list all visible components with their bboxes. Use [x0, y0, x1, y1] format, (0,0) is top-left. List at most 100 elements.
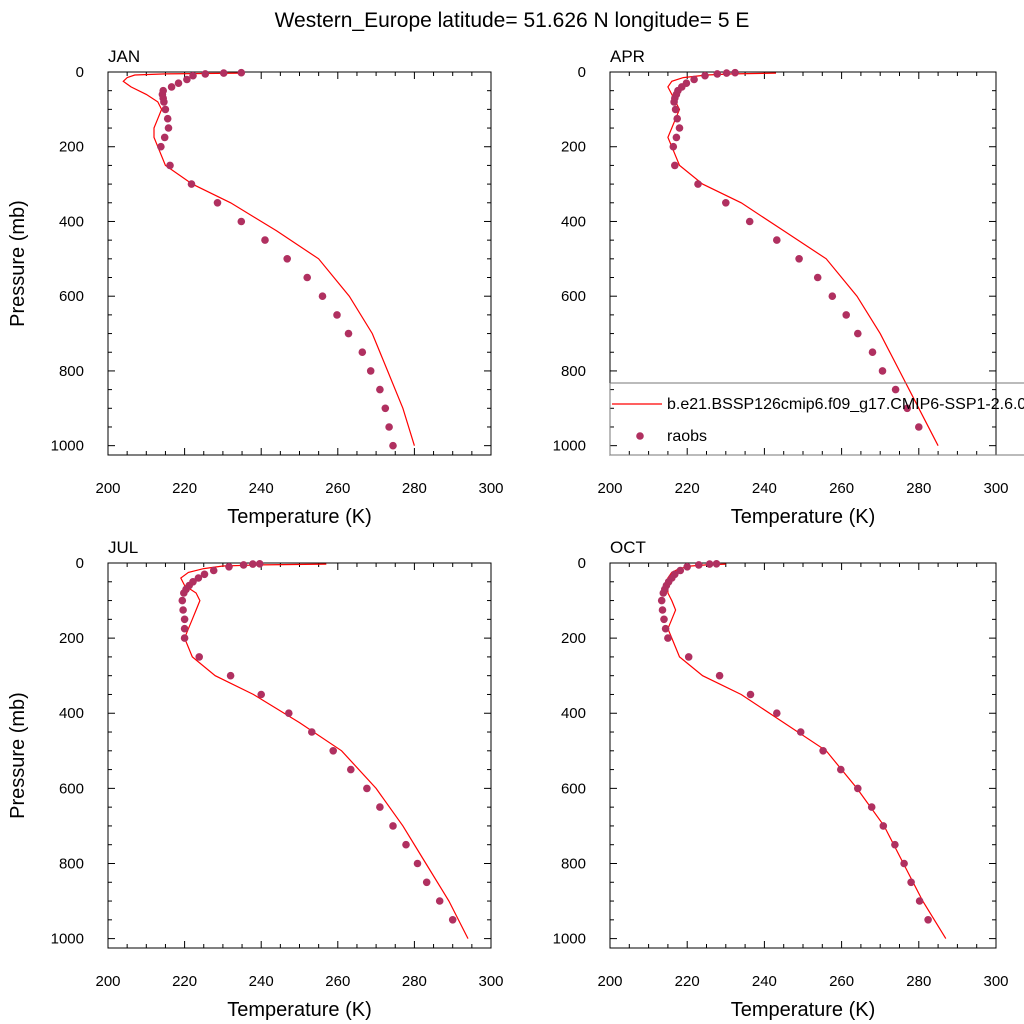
- y-tick-label: 1000: [553, 931, 586, 948]
- obs-point: [344, 329, 353, 338]
- x-tick-label: 200: [95, 480, 120, 497]
- obs-point: [684, 653, 693, 661]
- obs-point: [713, 70, 722, 78]
- obs-point: [745, 217, 754, 226]
- obs-point: [690, 75, 698, 84]
- obs-point: [194, 574, 203, 582]
- obs-point: [796, 728, 805, 736]
- obs-point: [363, 784, 371, 793]
- obs-point: [381, 404, 390, 413]
- obs-point: [166, 161, 174, 170]
- obs-point: [167, 83, 176, 91]
- obs-point: [731, 68, 739, 77]
- obs-point: [195, 653, 203, 661]
- obs-point: [867, 803, 876, 811]
- obs-point: [664, 634, 672, 642]
- obs-point: [249, 560, 257, 568]
- legend-obs-label: raobs: [667, 428, 707, 445]
- obs-point: [308, 728, 316, 736]
- obs-point: [285, 709, 293, 717]
- obs-point: [385, 423, 393, 431]
- obs-point: [879, 822, 888, 830]
- y-tick-label: 0: [76, 555, 84, 572]
- obs-point: [213, 199, 222, 207]
- figure-title: Western_Europe latitude= 51.626 N longit…: [275, 9, 750, 32]
- y-tick-label: 400: [59, 213, 84, 230]
- x-tick-label: 280: [906, 480, 931, 497]
- y-tick-label: 0: [578, 64, 586, 81]
- obs-point: [670, 98, 678, 106]
- y-tick-label: 600: [59, 780, 84, 797]
- y-tick-label: 200: [59, 139, 84, 156]
- obs-point: [164, 124, 173, 132]
- obs-point: [183, 75, 191, 84]
- obs-point: [695, 561, 703, 569]
- obs-point: [179, 606, 187, 614]
- obs-point: [261, 236, 269, 244]
- panel-jan: 200 220 240 260 280 300 0 200 400 600 800 1000 Tempe…: [7, 47, 504, 528]
- obs-point: [669, 142, 678, 151]
- panel-jul: 200 220 240 260 280 300 0 200 400 600 800 1000 Tempe…: [7, 538, 504, 1021]
- panel-apr: 200 220 240 260 280 300 0 200 400 600 800 1000 Tempe…: [553, 47, 1009, 528]
- obs-point: [868, 348, 877, 357]
- obs-point: [303, 273, 312, 282]
- panel-label: JUL: [108, 538, 138, 557]
- y-tick-label: 800: [561, 363, 586, 380]
- obs-point: [160, 133, 169, 142]
- obs-point: [239, 561, 248, 569]
- y-tick-label: 1000: [51, 931, 84, 948]
- x-tick-label: 240: [752, 973, 777, 990]
- obs-point: [712, 560, 721, 568]
- y-tick-label: 1000: [553, 438, 586, 455]
- obs-point: [200, 570, 209, 579]
- legend-model-label: b.e21.BSSP126cmip6.f09_g17.CMIP6-SSP1-2.…: [667, 396, 1024, 413]
- obs-point: [672, 133, 681, 142]
- x-axis-title: Temperature (K): [227, 506, 372, 528]
- y-tick-label: 400: [561, 705, 586, 722]
- obs-point: [683, 563, 691, 571]
- obs-point: [661, 624, 670, 633]
- y-tick-label: 600: [561, 780, 586, 797]
- obs-point: [448, 916, 457, 924]
- obs-point: [180, 634, 189, 642]
- obs-point: [347, 765, 355, 774]
- obs-point: [257, 690, 266, 699]
- obs-point: [795, 254, 803, 263]
- x-tick-label: 280: [402, 973, 427, 990]
- obs-point: [878, 367, 887, 375]
- model-line: [667, 563, 947, 939]
- x-tick-label: 220: [172, 480, 197, 497]
- obs-point: [389, 822, 397, 830]
- obs-point: [915, 423, 923, 431]
- obs-point: [722, 69, 731, 77]
- x-tick-label: 200: [597, 973, 622, 990]
- obs-point: [658, 606, 667, 614]
- x-tick-label: 220: [675, 480, 700, 497]
- obs-point: [773, 709, 781, 717]
- x-tick-label: 200: [597, 480, 622, 497]
- y-tick-label: 800: [561, 855, 586, 872]
- x-tick-label: 200: [95, 973, 120, 990]
- obs-point: [746, 690, 755, 699]
- obs-point: [671, 105, 680, 114]
- panel-oct: 200 220 240 260 280 300 0 200 400 600 800 1000 Tempe…: [553, 538, 1009, 1021]
- x-axis-title: Temperature (K): [227, 999, 372, 1021]
- x-tick-label: 300: [983, 973, 1008, 990]
- y-tick-label: 400: [59, 705, 84, 722]
- obs-point: [854, 784, 862, 793]
- x-tick-label: 300: [478, 480, 503, 497]
- obs-point: [366, 367, 375, 375]
- obs-point: [180, 624, 189, 633]
- obs-point: [161, 105, 170, 114]
- obs-point: [715, 671, 724, 680]
- legend: b.e21.BSSP126cmip6.f09_g17.CMIP6-SSP1-2.…: [609, 382, 1024, 456]
- obs-point: [657, 596, 666, 605]
- y-tick-label: 400: [561, 213, 586, 230]
- obs-point: [837, 765, 845, 774]
- obs-point: [676, 566, 685, 575]
- obs-point: [180, 615, 189, 624]
- obs-point: [174, 79, 183, 87]
- x-tick-label: 240: [249, 480, 274, 497]
- x-tick-label: 260: [829, 480, 854, 497]
